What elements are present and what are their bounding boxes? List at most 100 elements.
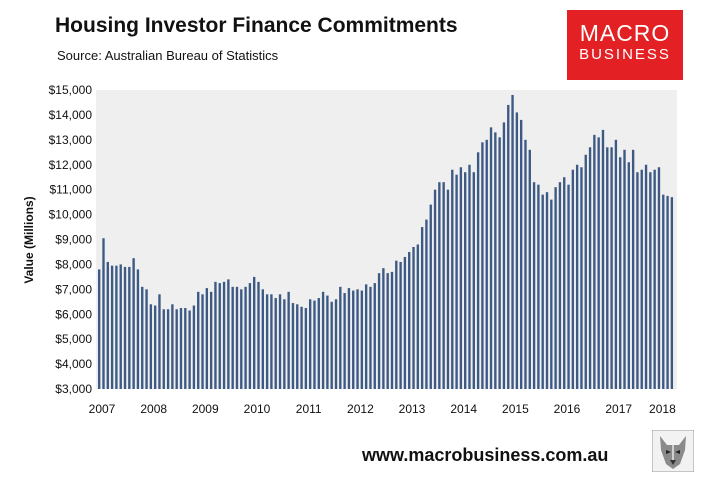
bar bbox=[149, 304, 153, 389]
bar bbox=[265, 294, 269, 389]
bar bbox=[468, 164, 471, 389]
bar bbox=[653, 169, 656, 389]
y-tick-label: $14,000 bbox=[49, 108, 93, 122]
bar bbox=[248, 283, 252, 389]
bar bbox=[438, 182, 441, 389]
bar bbox=[209, 291, 213, 389]
bar bbox=[171, 304, 174, 389]
bar bbox=[330, 301, 333, 389]
y-tick-label: $7,000 bbox=[55, 282, 92, 296]
bar bbox=[257, 281, 260, 389]
logo-line-2: BUSINESS bbox=[579, 46, 671, 63]
bar bbox=[123, 266, 127, 389]
bar bbox=[274, 298, 277, 389]
bar bbox=[377, 273, 381, 389]
bar bbox=[455, 174, 458, 389]
bar bbox=[550, 199, 553, 389]
bar bbox=[334, 299, 338, 389]
bar bbox=[102, 238, 105, 389]
bar bbox=[627, 162, 630, 389]
bar bbox=[485, 139, 488, 389]
bar bbox=[610, 147, 613, 389]
bar bbox=[110, 265, 114, 389]
y-tick-label: $5,000 bbox=[55, 332, 92, 346]
bar bbox=[554, 187, 557, 389]
bar bbox=[179, 308, 183, 389]
bar bbox=[270, 294, 273, 389]
x-tick-label: 2017 bbox=[605, 402, 632, 416]
x-tick-label: 2015 bbox=[502, 402, 529, 416]
bar bbox=[511, 94, 514, 389]
bar bbox=[601, 129, 605, 389]
y-tick-label: $4,000 bbox=[55, 357, 92, 371]
bar bbox=[253, 276, 256, 390]
bar bbox=[339, 286, 342, 389]
bar bbox=[369, 286, 372, 389]
bar bbox=[571, 169, 575, 389]
bar bbox=[304, 308, 308, 389]
bar bbox=[313, 300, 316, 389]
bar bbox=[347, 288, 351, 389]
x-tick-label: 2018 bbox=[649, 402, 676, 416]
bar bbox=[222, 281, 226, 389]
bar bbox=[326, 295, 329, 389]
bar bbox=[528, 149, 531, 389]
y-axis-label: Value (Millions) bbox=[22, 196, 36, 283]
bar bbox=[563, 177, 566, 389]
bar bbox=[489, 127, 493, 390]
logo-line-1: MACRO bbox=[579, 20, 671, 46]
bar bbox=[537, 184, 540, 389]
bar bbox=[631, 149, 635, 389]
bar bbox=[162, 309, 165, 389]
bar bbox=[119, 264, 122, 389]
bar bbox=[321, 291, 325, 389]
y-tick-label: $10,000 bbox=[49, 208, 93, 222]
bar bbox=[476, 152, 480, 389]
wolf-logo-icon bbox=[652, 430, 694, 472]
bar bbox=[317, 298, 320, 389]
bar bbox=[382, 268, 385, 389]
bar bbox=[619, 157, 622, 389]
bar bbox=[235, 286, 239, 389]
bar bbox=[584, 154, 587, 389]
x-tick-label: 2012 bbox=[347, 402, 374, 416]
chart-source: Source: Australian Bureau of Statistics bbox=[57, 48, 279, 63]
x-tick-label: 2013 bbox=[399, 402, 426, 416]
bar bbox=[519, 119, 523, 390]
bar bbox=[106, 261, 109, 389]
bar bbox=[291, 303, 295, 389]
macrobusiness-logo: MACRO BUSINESS bbox=[567, 10, 683, 80]
bar bbox=[507, 104, 510, 389]
bar bbox=[416, 244, 420, 389]
bar bbox=[429, 204, 432, 389]
bar bbox=[464, 172, 467, 389]
bar bbox=[205, 288, 209, 389]
x-tick-label: 2008 bbox=[140, 402, 167, 416]
bar bbox=[115, 265, 118, 389]
bar bbox=[498, 137, 501, 389]
bar bbox=[197, 291, 200, 389]
bar bbox=[343, 293, 346, 389]
bar bbox=[227, 279, 230, 389]
bar bbox=[296, 304, 299, 389]
bar bbox=[364, 284, 368, 389]
bar bbox=[644, 164, 648, 389]
bar bbox=[128, 266, 131, 389]
bar bbox=[575, 164, 579, 389]
bar bbox=[541, 194, 544, 389]
y-tick-label: $12,000 bbox=[49, 158, 93, 172]
y-tick-label: $3,000 bbox=[55, 382, 92, 396]
y-tick-label: $11,000 bbox=[50, 183, 93, 197]
bar bbox=[399, 261, 402, 389]
bar bbox=[166, 309, 170, 389]
bar bbox=[558, 182, 562, 389]
bar bbox=[567, 184, 570, 389]
bar bbox=[442, 182, 445, 389]
bar bbox=[145, 289, 148, 389]
bar bbox=[593, 134, 596, 389]
bar bbox=[386, 273, 389, 389]
bar bbox=[373, 283, 376, 389]
bar bbox=[420, 227, 424, 389]
x-tick-label: 2007 bbox=[89, 402, 116, 416]
bar bbox=[649, 172, 652, 389]
